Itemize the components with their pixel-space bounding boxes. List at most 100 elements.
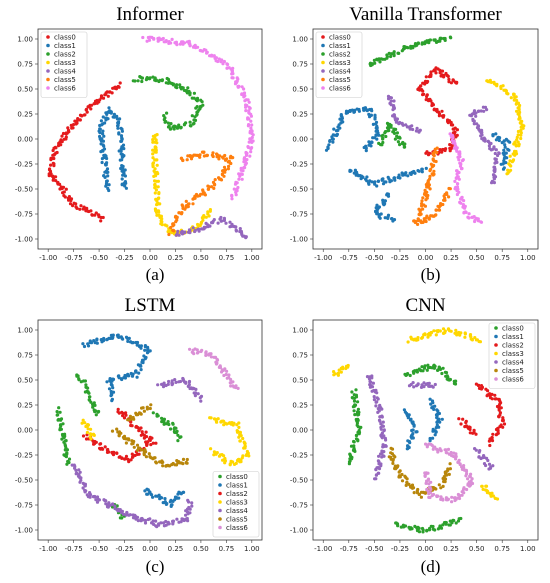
point — [179, 87, 183, 91]
point — [436, 450, 440, 454]
x-tick-label: -0.25 — [115, 254, 133, 262]
point — [194, 106, 198, 110]
point — [143, 518, 148, 523]
point — [247, 454, 251, 458]
point — [132, 445, 136, 449]
point — [83, 421, 87, 425]
point — [200, 100, 204, 104]
point — [123, 184, 127, 188]
point — [432, 163, 436, 167]
point — [444, 71, 448, 76]
point — [226, 167, 230, 171]
point — [336, 128, 340, 132]
point — [432, 366, 436, 370]
point — [246, 145, 250, 149]
point — [508, 163, 512, 167]
point — [516, 129, 521, 134]
point — [127, 460, 131, 464]
point — [176, 229, 180, 233]
point — [183, 122, 187, 126]
y-tick-label: 0.75 — [17, 61, 33, 69]
point — [356, 418, 360, 422]
point — [437, 411, 441, 416]
point — [413, 171, 417, 175]
x-tick-label: -1.00 — [39, 254, 57, 262]
point — [474, 338, 478, 342]
point — [129, 458, 133, 462]
point — [237, 425, 241, 429]
point — [90, 213, 94, 217]
point — [155, 141, 159, 145]
point — [496, 153, 500, 158]
point — [424, 183, 428, 187]
point — [203, 225, 208, 229]
point — [127, 418, 131, 422]
point — [488, 491, 492, 495]
point — [165, 111, 169, 115]
point — [494, 148, 498, 152]
point — [193, 115, 197, 119]
point — [116, 407, 120, 411]
legend-entry: class4 — [54, 68, 76, 76]
point — [235, 458, 240, 463]
point — [192, 153, 196, 157]
point — [223, 153, 227, 158]
point — [491, 432, 495, 436]
point — [167, 422, 171, 427]
point — [158, 202, 162, 206]
point — [107, 90, 111, 94]
point — [207, 185, 211, 189]
point — [438, 36, 442, 40]
point — [248, 106, 252, 110]
legend-marker — [494, 360, 498, 364]
point — [362, 145, 366, 150]
point — [433, 38, 437, 42]
point — [145, 351, 150, 355]
point — [502, 422, 507, 426]
point — [372, 395, 376, 399]
point — [416, 338, 420, 342]
point — [184, 204, 189, 208]
point — [410, 436, 414, 440]
point — [106, 174, 110, 178]
point — [101, 132, 105, 136]
point — [433, 528, 437, 532]
legend-marker — [218, 500, 222, 504]
scatter-points — [47, 35, 255, 240]
point — [181, 40, 185, 44]
point — [374, 400, 378, 404]
point — [227, 164, 231, 168]
point — [118, 158, 122, 162]
point — [171, 522, 175, 526]
point — [392, 50, 396, 54]
point — [401, 123, 405, 127]
point — [154, 461, 158, 465]
point — [470, 112, 474, 116]
y-tick-label: 1.00 — [292, 327, 308, 335]
point — [135, 443, 140, 447]
point — [458, 152, 462, 156]
point — [91, 405, 95, 409]
legend-entry: class5 — [502, 367, 524, 375]
point — [379, 212, 383, 216]
point — [341, 365, 345, 369]
point — [120, 516, 124, 520]
point — [398, 469, 402, 473]
point — [417, 492, 421, 497]
point — [428, 439, 432, 443]
point — [335, 132, 339, 136]
point — [83, 379, 87, 383]
point — [420, 365, 424, 369]
point — [142, 451, 146, 456]
point — [439, 202, 443, 206]
point — [447, 195, 451, 199]
point — [187, 505, 191, 510]
point — [375, 129, 379, 133]
point — [455, 172, 459, 176]
point — [193, 394, 197, 398]
point — [50, 174, 54, 178]
point — [387, 128, 391, 133]
series-class0 — [347, 363, 463, 534]
point — [406, 46, 410, 50]
point — [87, 391, 91, 395]
